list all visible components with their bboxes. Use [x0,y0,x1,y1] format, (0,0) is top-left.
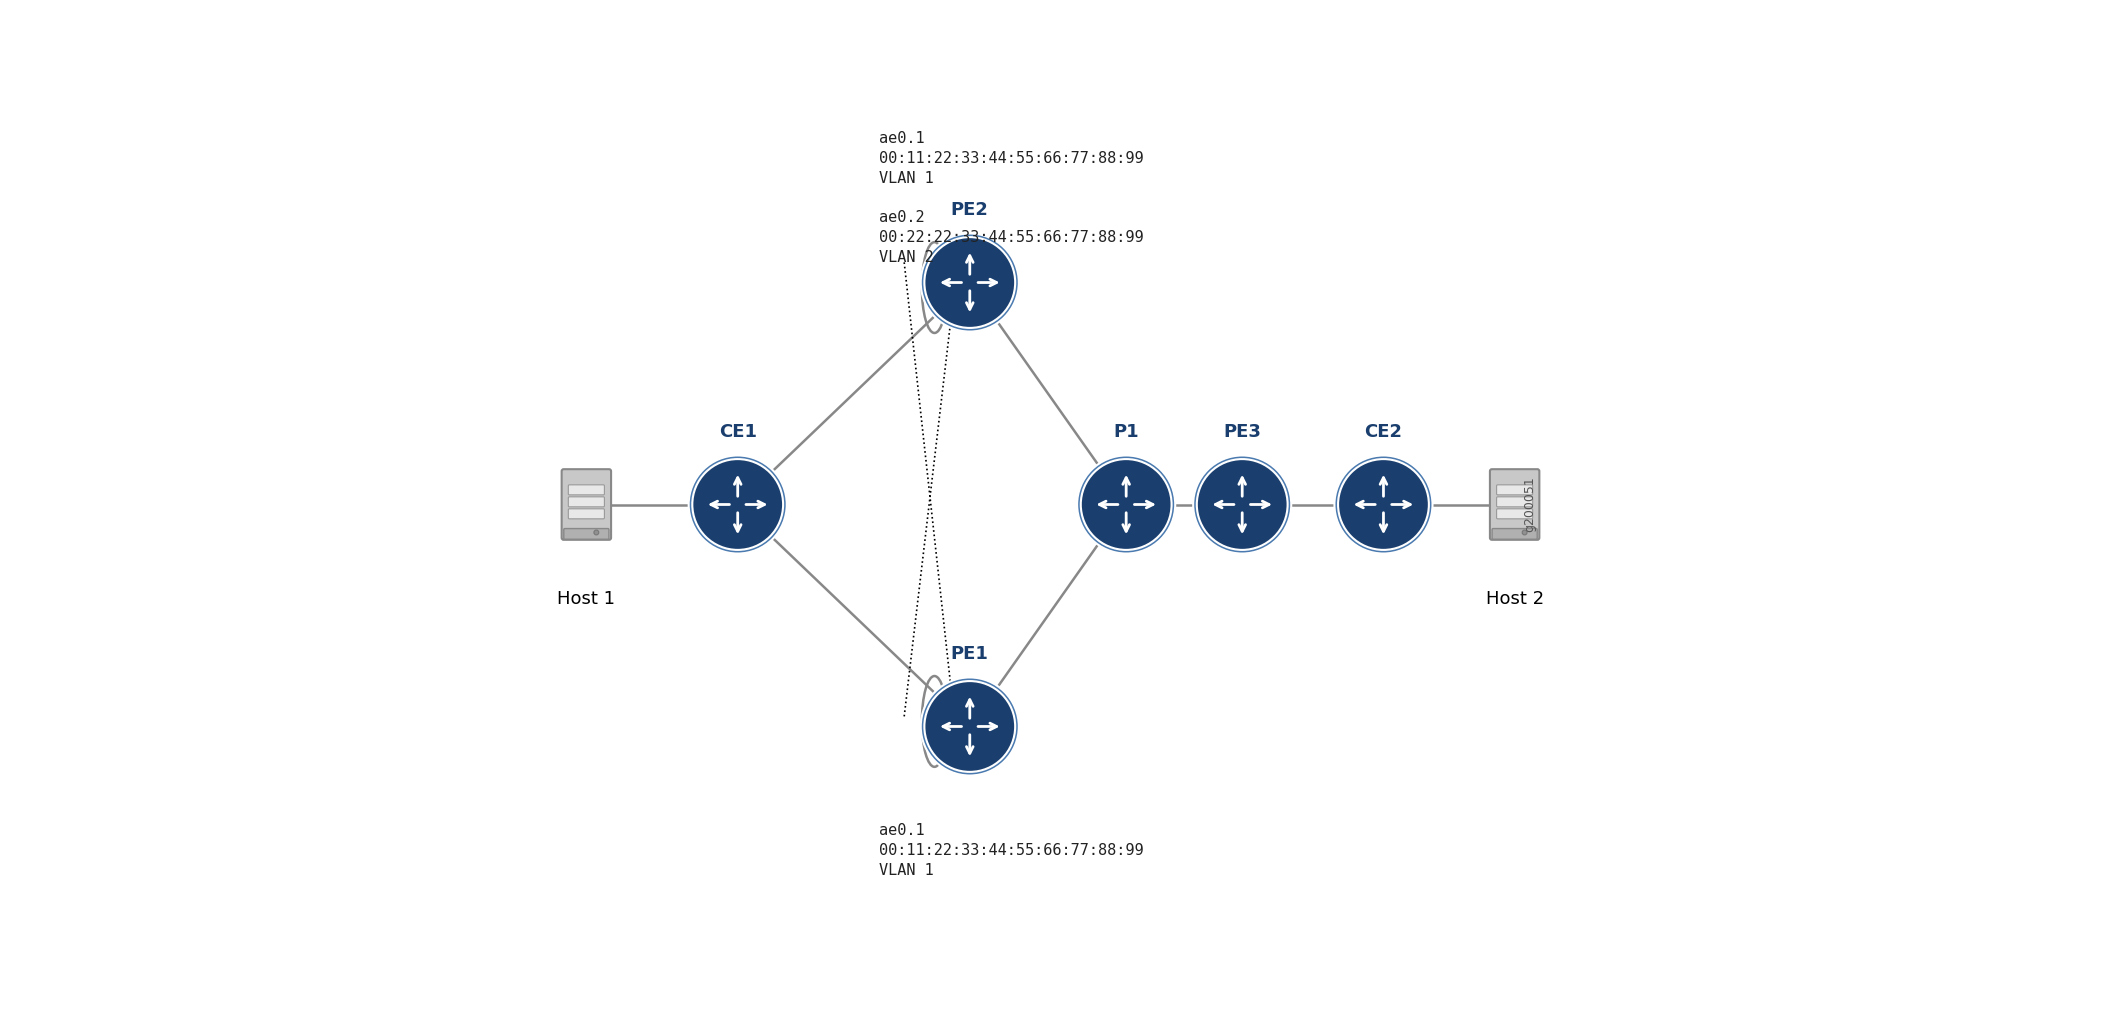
FancyBboxPatch shape [1492,529,1538,539]
Circle shape [595,530,599,535]
Circle shape [1338,459,1429,550]
Circle shape [689,455,786,554]
FancyBboxPatch shape [1496,485,1532,494]
FancyBboxPatch shape [561,469,611,540]
Text: g200051: g200051 [1523,476,1536,533]
Circle shape [1523,530,1527,535]
Text: ae0.1
00:11:22:33:44:55:66:77:88:99
VLAN 1: ae0.1 00:11:22:33:44:55:66:77:88:99 VLAN… [878,823,1143,878]
FancyBboxPatch shape [569,509,605,519]
FancyBboxPatch shape [563,529,609,539]
Circle shape [920,233,1019,332]
FancyBboxPatch shape [1490,469,1540,540]
Circle shape [924,681,1015,772]
Text: Host 2: Host 2 [1485,590,1544,608]
FancyBboxPatch shape [1496,509,1532,519]
Text: P1: P1 [1114,423,1139,441]
FancyBboxPatch shape [1496,496,1532,507]
Text: PE2: PE2 [952,201,990,219]
Circle shape [1080,459,1172,550]
Circle shape [924,237,1015,328]
Circle shape [693,459,784,550]
Circle shape [1334,455,1433,554]
Circle shape [1198,459,1288,550]
Text: CE2: CE2 [1364,423,1403,441]
Text: PE1: PE1 [952,645,990,663]
Circle shape [1193,455,1292,554]
Circle shape [1078,455,1174,554]
FancyBboxPatch shape [569,485,605,494]
Text: PE3: PE3 [1223,423,1261,441]
Text: CE1: CE1 [719,423,756,441]
FancyBboxPatch shape [569,496,605,507]
Text: ae0.1
00:11:22:33:44:55:66:77:88:99
VLAN 1

ae0.2
00:22:22:33:44:55:66:77:88:99
: ae0.1 00:11:22:33:44:55:66:77:88:99 VLAN… [878,131,1143,265]
Circle shape [920,677,1019,776]
Text: Host 1: Host 1 [557,590,616,608]
